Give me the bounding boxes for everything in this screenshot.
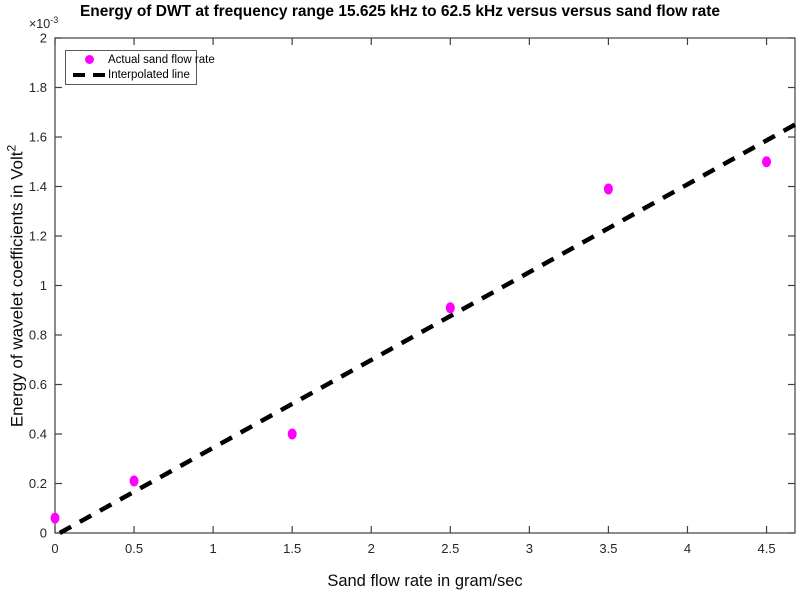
x-tick-label: 0.5 — [125, 541, 143, 556]
legend-label: Interpolated line — [108, 69, 190, 82]
y-tick-label: 0.4 — [29, 427, 47, 442]
y-tick-label: 1 — [40, 278, 47, 293]
y-tick-label: 0.2 — [29, 476, 47, 491]
y-tick-label: 1.8 — [29, 80, 47, 95]
y-axis-exponent-label: ×10-3 — [29, 15, 58, 31]
chart-title: Energy of DWT at frequency range 15.625 … — [79, 3, 721, 20]
y-tick-label: 0.8 — [29, 328, 47, 343]
y-axis-exponent-base: ×10 — [29, 17, 51, 32]
y-tick-label: 1.2 — [29, 229, 47, 244]
y-tick-label: 1.4 — [29, 179, 47, 194]
x-tick-label: 4.5 — [757, 541, 775, 556]
x-tick-label: 0 — [51, 541, 58, 556]
dashed-line-icon — [73, 73, 105, 78]
y-tick-label: 0.6 — [29, 377, 47, 392]
scatter-marker-icon — [84, 55, 94, 65]
data-point — [50, 512, 60, 524]
x-tick-label: 3 — [526, 541, 533, 556]
data-point — [762, 156, 772, 168]
legend-marker-area — [70, 73, 108, 78]
x-tick-label: 4 — [684, 541, 691, 556]
y-tick-label: 0 — [40, 526, 47, 541]
x-tick-label: 1.5 — [283, 541, 301, 556]
y-tick-label: 2 — [40, 31, 47, 46]
interpolated-line — [58, 122, 797, 535]
legend-marker-area — [70, 55, 108, 65]
plot-box — [54, 37, 796, 534]
legend-box: Actual sand flow rate Interpolated line — [65, 50, 215, 85]
legend-entry-line: Interpolated line — [70, 68, 192, 84]
legend-entry-actual: Actual sand flow rate — [70, 52, 215, 68]
data-point — [445, 302, 455, 314]
y-tick-label: 1.6 — [29, 130, 47, 145]
legend-label: Actual sand flow rate — [108, 53, 215, 66]
x-tick-label: 3.5 — [599, 541, 617, 556]
x-tick-label: 1 — [210, 541, 217, 556]
x-tick-label: 2.5 — [441, 541, 459, 556]
data-point — [129, 475, 139, 487]
data-point — [287, 428, 297, 440]
y-axis-exponent-power: -3 — [50, 15, 59, 25]
x-tick-label: 2 — [368, 541, 375, 556]
data-point — [603, 183, 613, 195]
x-axis-label: Sand flow rate in gram/sec — [327, 572, 523, 590]
